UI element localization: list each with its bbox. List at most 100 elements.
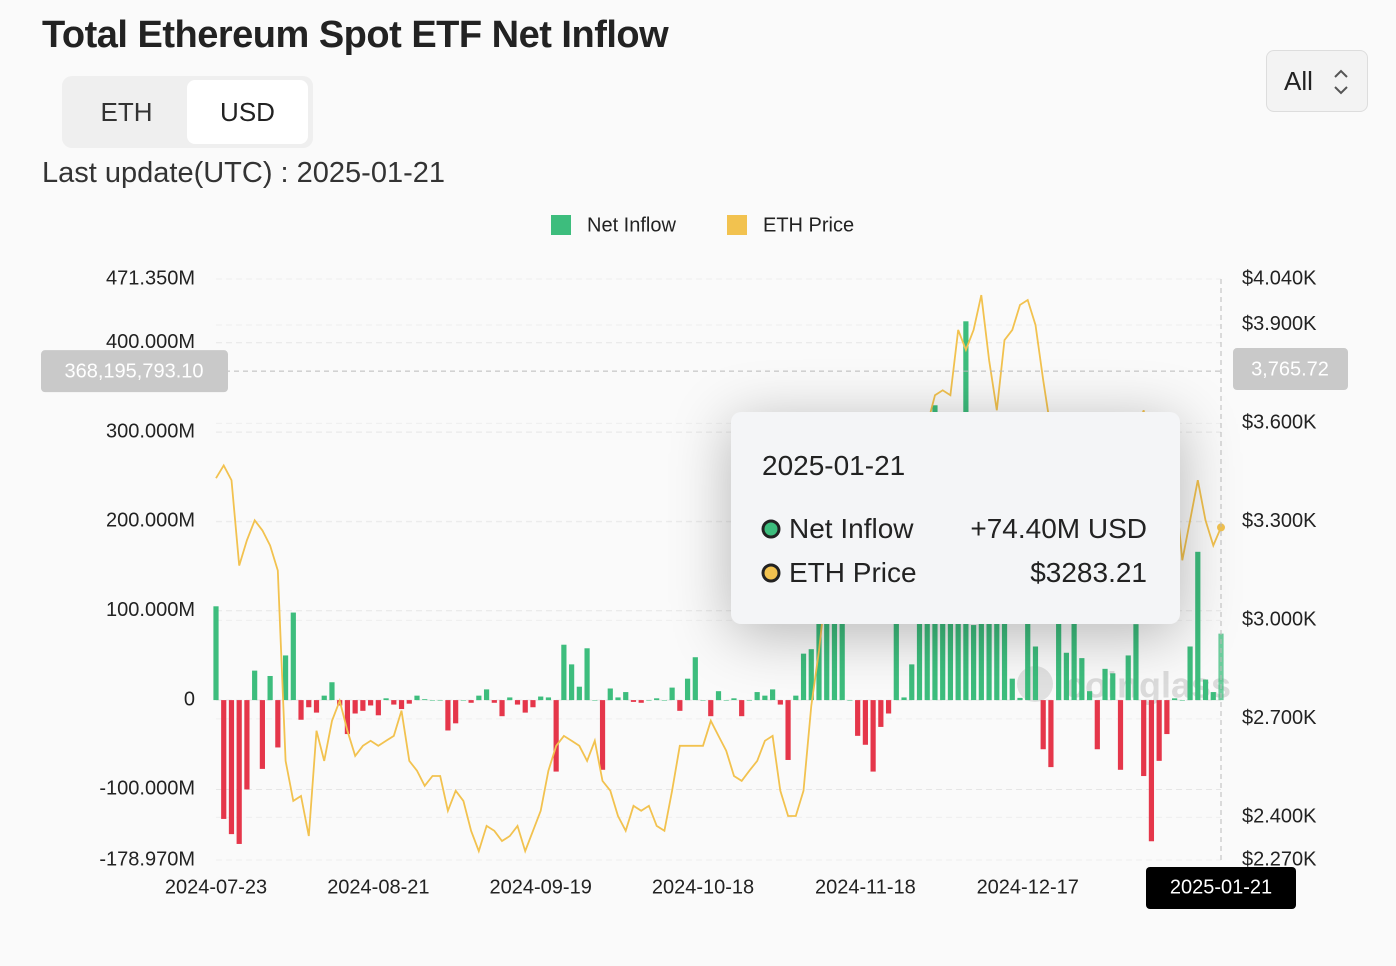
bar [1032,646,1039,701]
bar [599,700,606,770]
y2-tick-label: $3.600K [1242,412,1317,434]
bar [684,678,691,701]
crosshair-x-label: 2025-01-21 [1170,876,1272,898]
bar [259,700,265,769]
x-tick-label: 2024-11-18 [815,876,916,898]
bar [839,619,845,701]
bar [344,700,351,735]
bar [429,700,436,701]
bar [955,561,961,701]
bar [916,619,923,701]
y-tick-label: 400.000M [106,331,195,353]
bar [290,612,296,701]
bar [414,695,420,701]
bar [576,686,582,701]
crosshair-label-bg [41,350,228,393]
bar [940,582,946,701]
bar [1125,655,1131,701]
bar [762,695,768,701]
bar [654,698,660,701]
bar [545,697,552,701]
bar [1202,679,1209,701]
bar [522,700,528,713]
bar [1079,658,1085,701]
bar [275,700,281,748]
bar [499,700,505,717]
bar [437,700,443,701]
bar [468,700,474,703]
bar [360,700,366,711]
bar [661,700,667,701]
bar [460,700,466,701]
bar [739,700,745,717]
tooltip-series-name: ETH Price [789,557,917,588]
y2-tick-label: $2.270K [1242,848,1317,870]
y2-tick-label: $2.400K [1242,806,1317,828]
bar [692,657,698,701]
bar [483,689,490,701]
bar [1156,700,1162,761]
bar [1071,595,1077,701]
legend-label: Net Inflow [587,214,676,236]
bar [777,700,783,705]
bar [252,670,258,701]
select-arrows [1334,69,1348,95]
bar [1056,583,1062,701]
bar [1187,646,1193,701]
bar [646,700,652,701]
crosshair-x-bg [1146,867,1296,909]
unit-toggle: ETH USD [62,76,313,148]
x-tick-label: 2024-08-21 [327,876,429,898]
y-tick-label: 471.350M [106,267,195,289]
bar [638,700,644,703]
bar [1086,691,1093,701]
bar [700,700,706,701]
bar [1048,700,1054,768]
bar [623,692,629,701]
hover-point [1217,523,1225,532]
bar [313,700,320,713]
bar [391,700,397,705]
bar [298,700,304,720]
bar [514,700,521,705]
bar [1179,700,1185,701]
bar [491,700,497,703]
range-select[interactable]: All [1266,50,1368,112]
bar [267,675,273,701]
bar [677,700,683,711]
bar [1025,570,1031,701]
unit-usd[interactable]: USD [187,80,308,144]
bar [831,575,838,701]
bar [213,606,219,701]
bar [383,698,389,701]
bar [615,697,621,701]
bar [1148,700,1155,842]
bar [228,700,235,835]
bar [561,644,567,701]
bar [909,664,915,701]
tooltip-dot [761,563,781,583]
bar [878,700,884,727]
bar [847,700,853,701]
tooltip-value: +74.40M USD [970,513,1147,544]
crosshair-label-bg [1233,348,1348,391]
crosshair-label: 3,765.72 [1251,358,1329,380]
bar [1009,678,1015,701]
tooltip-dots [761,519,781,583]
tooltip-dot [761,519,781,539]
crosshair-label: 368,195,793.10 [64,360,203,382]
tooltip-value: $3283.21 [1030,557,1147,588]
bar [1040,700,1046,750]
unit-eth[interactable]: ETH [100,97,153,127]
bar [530,700,536,708]
bar [398,700,405,710]
bar [282,655,289,701]
bar [1117,700,1124,770]
bar [569,664,575,701]
bar [800,653,807,701]
legend-label: ETH Price [763,214,854,236]
bar [422,699,428,701]
tooltip-date: 2025-01-21 [762,450,906,481]
bar [708,700,714,717]
y-tick-label: -100.000M [99,778,195,800]
